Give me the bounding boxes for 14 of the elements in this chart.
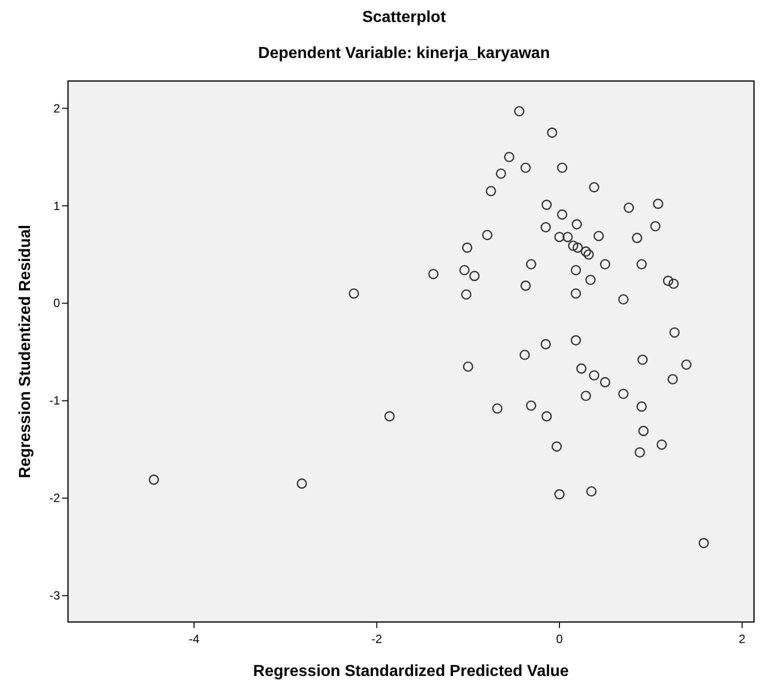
x-axis-title: Regression Standardized Predicted Value [253,663,569,680]
x-tick-label: -2 [371,632,382,646]
y-tick-label: 1 [53,198,60,213]
y-tick-label: -2 [49,491,60,506]
y-axis-title: Regression Studentized Residual [17,224,34,478]
x-tick-label: 0 [556,632,564,646]
y-tick-label: 2 [53,101,60,116]
x-tick-label: 2 [738,632,746,646]
chart-subtitle: Dependent Variable: kinerja_karyawan [258,45,550,62]
y-tick-label: -1 [49,394,60,408]
y-tick-label: -3 [49,588,60,603]
chart-title: Scatterplot [362,9,446,26]
y-tick-label: 0 [53,296,60,310]
x-tick-label: -4 [188,632,200,646]
